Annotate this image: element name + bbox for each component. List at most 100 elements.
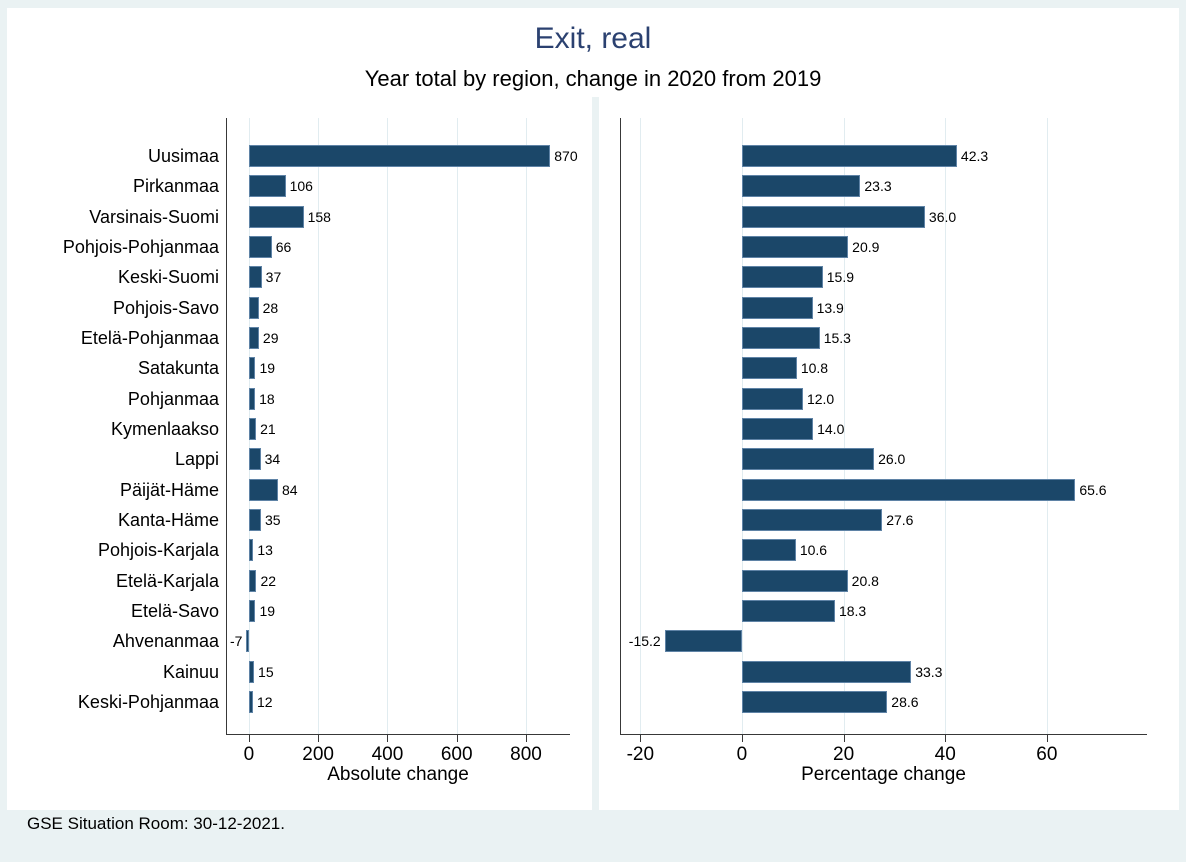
bar-value-label: -7 [229,633,243,650]
x-tick-label: 60 [1036,744,1058,765]
x-tick [741,735,743,742]
bar [248,326,259,349]
x-axis-line [620,734,1147,735]
bar [248,690,254,713]
bar [248,508,261,531]
bar-value-label: 19 [259,602,276,619]
bar-value-label: 28 [262,299,279,316]
bar-value-label: 15.9 [826,269,855,286]
bar-value-label: 66 [275,238,292,255]
category-label: Kymenlaakso [110,418,219,439]
grid-line [526,118,527,734]
bar [248,387,256,410]
bar-value-label: 18.3 [838,602,867,619]
x-axis-title-right: Percentage change [801,764,966,785]
bar-value-label: 15.3 [823,329,851,346]
x-axis-title-left: Absolute change [327,764,469,785]
x-tick-label: 40 [934,744,956,765]
bar [248,599,256,622]
bar-value-label: 14.0 [817,420,845,437]
x-tick-label: -20 [626,744,655,765]
bar-value-label: 21 [260,420,276,437]
bar-value-label: 29 [262,329,279,346]
bar-value-label: 37 [265,269,282,286]
bar [248,296,259,319]
category-label: Etelä-Pohjanmaa [80,327,219,348]
x-tick-label: 600 [440,744,473,765]
bar [741,205,925,228]
x-tick [456,735,458,742]
bar-value-label: 65.6 [1079,481,1107,498]
bar-value-label: 33.3 [915,663,943,680]
bar [248,660,255,683]
category-label: Satakunta [137,358,219,379]
bar [246,630,249,653]
category-label: Päijät-Häme [119,479,219,500]
bar-value-label: 35 [264,511,281,528]
bar [741,599,835,622]
bar [248,175,286,198]
x-tick [318,735,320,742]
bar-value-label: 28.6 [891,693,919,710]
bar-value-label: 20.9 [852,238,880,255]
grid-line [1046,118,1048,734]
category-label: Pohjois-Karjala [97,540,219,561]
panel-gap [592,97,599,810]
x-tick-label: 400 [371,744,404,765]
bar-value-label: 26.0 [878,451,906,468]
category-label: Ahvenanmaa [112,631,219,652]
category-label: Pohjois-Savo [112,297,219,318]
bar [741,387,803,410]
bar [741,145,957,167]
x-tick-label: 200 [302,744,334,765]
bar-value-label: 870 [554,148,578,164]
bar-value-label: 12 [257,693,273,710]
bar [248,478,278,501]
bar [741,508,883,531]
bar [248,539,254,562]
grid-line [843,118,845,734]
bar-value-label: 18 [259,390,275,407]
bar-value-label: 12.0 [806,390,835,407]
bar [664,630,742,653]
category-label: Uusimaa [147,146,219,166]
chart-title: Exit, real [534,22,652,55]
bar [741,478,1076,501]
bar-value-label: 10.8 [800,360,829,377]
bar [741,448,875,471]
x-tick [387,735,389,742]
bar [741,326,820,349]
bar [741,539,796,562]
bar-value-label: 158 [307,208,331,225]
bar-value-label: 20.8 [851,572,879,589]
bar-value-label: 36.0 [928,208,957,225]
bar [741,690,888,713]
bar-value-label: 19 [259,360,276,377]
category-label: Pirkanmaa [132,176,219,197]
x-tick-label: 800 [510,744,542,765]
bar [741,266,823,289]
bar [741,357,797,380]
x-tick [843,735,845,742]
y-axis-line [620,118,621,734]
bar [741,417,814,440]
x-tick [1046,735,1048,742]
bar-value-label: 13.9 [816,299,844,316]
bar [248,235,272,258]
x-tick-label: 0 [736,744,748,765]
bar [248,417,257,440]
x-axis-line [226,734,570,735]
bar-value-label: 15 [258,663,274,680]
bar-value-label: 84 [281,481,298,498]
x-tick [248,735,250,742]
category-label: Keski-Pohjanmaa [77,691,219,712]
bar [248,205,304,228]
grid-line [387,118,389,734]
bar [741,569,848,592]
grid-line [456,118,458,734]
bar-value-label: 27.6 [886,511,914,528]
grid-line [945,118,947,734]
bar [741,235,849,258]
bar [248,569,257,592]
